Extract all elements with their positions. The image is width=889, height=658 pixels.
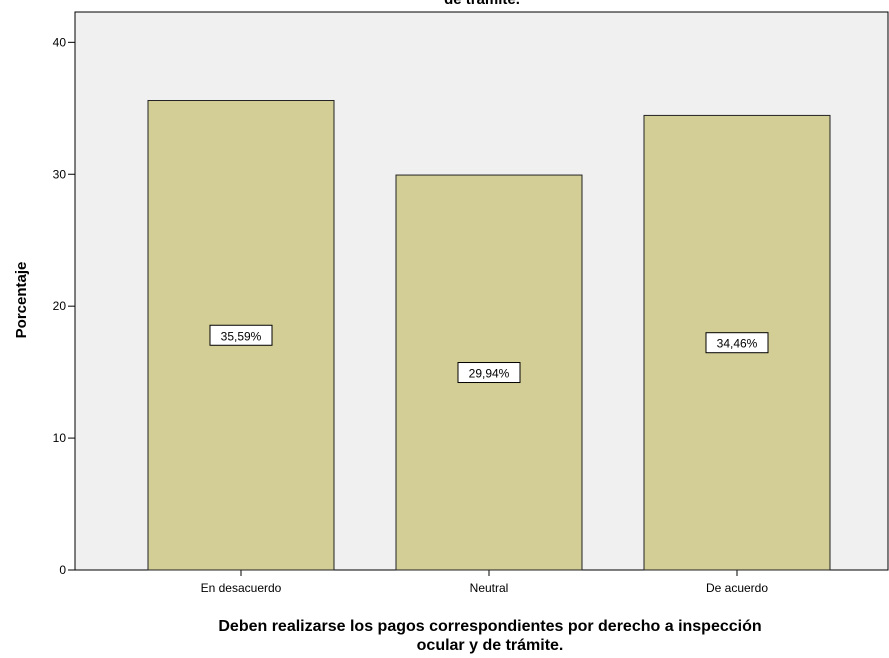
value-label: 29,94% xyxy=(469,367,510,381)
value-label-box xyxy=(209,324,273,346)
value-label-box xyxy=(457,362,521,384)
chart-title: de trámite. xyxy=(444,0,520,8)
value-label: 35,59% xyxy=(221,329,262,343)
y-tick-label: 30 xyxy=(53,167,67,181)
value-label: 34,46% xyxy=(717,337,758,351)
x-tick-label: En desacuerdo xyxy=(201,581,282,595)
y-tick-label: 0 xyxy=(59,563,66,577)
y-axis-label: Porcentaje xyxy=(13,262,30,339)
x-tick-label: De acuerdo xyxy=(706,581,768,595)
x-axis-label: Deben realizarse los pagos correspondien… xyxy=(218,618,761,635)
y-tick-label: 10 xyxy=(53,431,67,445)
y-tick-label: 40 xyxy=(53,35,67,49)
x-tick-label: Neutral xyxy=(470,581,509,595)
x-axis-label: ocular y de trámite. xyxy=(417,637,564,654)
y-tick-label: 20 xyxy=(53,299,67,313)
value-label-box xyxy=(705,332,769,354)
